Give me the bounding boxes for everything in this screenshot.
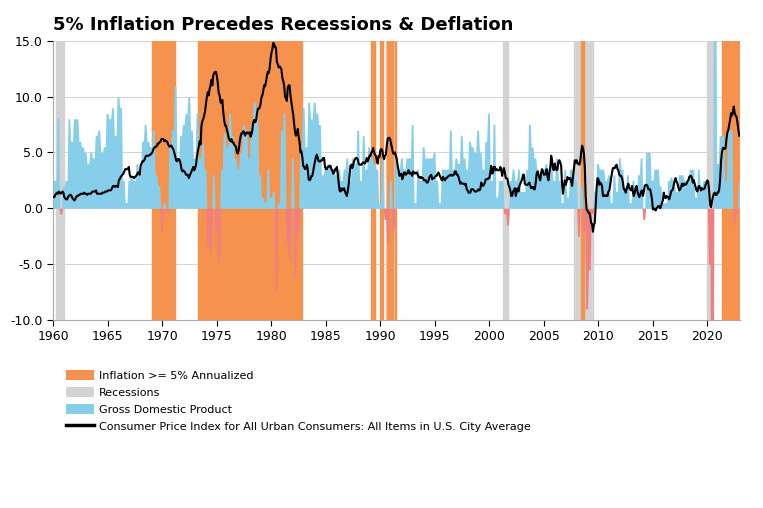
Bar: [722, 41, 740, 320]
Bar: [288, 41, 301, 320]
Bar: [574, 41, 593, 320]
Bar: [372, 41, 375, 320]
Bar: [159, 41, 171, 320]
Bar: [272, 41, 277, 320]
Bar: [707, 41, 713, 320]
Bar: [387, 41, 393, 320]
Bar: [56, 41, 64, 320]
Bar: [503, 41, 508, 320]
Bar: [395, 41, 396, 320]
Bar: [198, 41, 238, 320]
Bar: [581, 41, 584, 320]
Legend: Inflation >= 5% Annualized, Recessions, Gross Domestic Product, Consumer Price I: Inflation >= 5% Annualized, Recessions, …: [66, 370, 531, 432]
Bar: [203, 41, 220, 320]
Bar: [381, 41, 383, 320]
Bar: [239, 41, 302, 320]
Bar: [386, 41, 394, 320]
Bar: [153, 41, 175, 320]
Text: 5% Inflation Precedes Recessions & Deflation: 5% Inflation Precedes Recessions & Defla…: [53, 16, 513, 34]
